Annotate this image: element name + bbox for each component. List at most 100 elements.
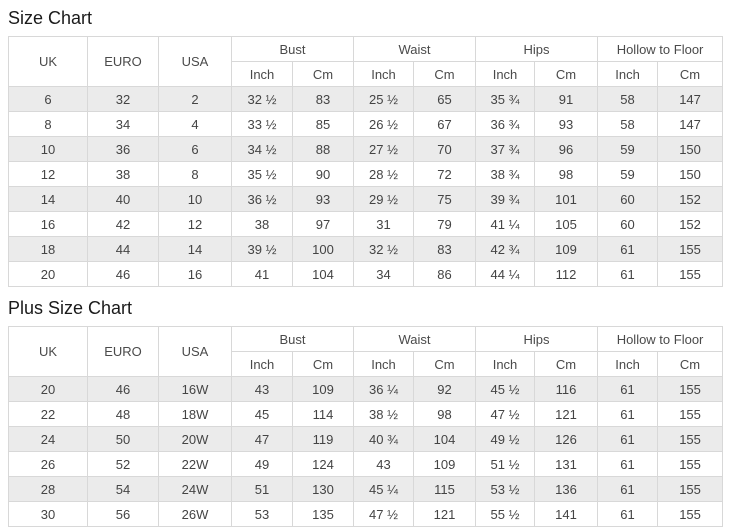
subheader-waist-cm: Cm xyxy=(413,351,477,377)
table-cell: 36 ¾ xyxy=(475,111,536,137)
table-header: UK EURO USA Bust Waist Hips Hollow to Fl… xyxy=(8,36,724,87)
table-cell: 152 xyxy=(657,186,724,212)
table-cell: 18 xyxy=(8,236,88,262)
table-cell: 12 xyxy=(158,211,232,237)
table-cell: 51 xyxy=(231,476,293,502)
table-cell: 8 xyxy=(8,111,88,137)
table-cell: 26 ½ xyxy=(353,111,415,137)
table-cell: 22 xyxy=(8,401,88,427)
table-cell: 51 ½ xyxy=(475,451,536,477)
subheader-hips-inch: Inch xyxy=(475,61,536,87)
table-cell: 44 xyxy=(87,236,159,262)
size-chart-table: UK EURO USA Bust Waist Hips Hollow to Fl… xyxy=(8,36,724,287)
table-row: 14 40 10 36 ½ 93 29 ½ 75 39 ¾ 101 60 152 xyxy=(8,186,724,212)
table-cell: 136 xyxy=(534,476,599,502)
table-cell: 91 xyxy=(534,86,599,112)
table-cell: 41 ¼ xyxy=(475,211,536,237)
table-cell: 141 xyxy=(534,501,599,527)
subheader-bust-cm: Cm xyxy=(291,351,355,377)
table-cell: 98 xyxy=(534,161,599,187)
table-row: 16 42 12 38 97 31 79 41 ¼ 105 60 152 xyxy=(8,211,724,237)
table-cell: 46 xyxy=(87,261,159,287)
table-cell: 37 ¾ xyxy=(475,136,536,162)
table-cell: 34 ½ xyxy=(231,136,293,162)
table-cell: 26W xyxy=(158,501,232,527)
table-cell: 90 xyxy=(291,161,355,187)
table-cell: 61 xyxy=(597,451,659,477)
table-cell: 22W xyxy=(158,451,232,477)
table-cell: 24 xyxy=(8,426,88,452)
table-cell: 12 xyxy=(8,161,88,187)
table-cell: 101 xyxy=(534,186,599,212)
subheader-waist-cm: Cm xyxy=(413,61,477,87)
table-cell: 124 xyxy=(291,451,355,477)
size-chart-title: Size Chart xyxy=(8,8,93,28)
table-cell: 42 xyxy=(87,211,159,237)
table-cell: 126 xyxy=(534,426,599,452)
table-row: 20 46 16W 43 109 36 ¼ 92 45 ½ 116 61 155 xyxy=(8,376,724,402)
subheader-waist-inch: Inch xyxy=(353,61,415,87)
table-cell: 98 xyxy=(413,401,477,427)
table-cell: 31 xyxy=(353,211,415,237)
table-cell: 109 xyxy=(291,376,355,402)
table-cell: 53 xyxy=(231,501,293,527)
table-cell: 121 xyxy=(413,501,477,527)
table-cell: 104 xyxy=(291,261,355,287)
plus-size-chart-table: UK EURO USA Bust Waist Hips Hollow to Fl… xyxy=(8,326,724,527)
table-cell: 58 xyxy=(597,111,659,137)
subheader-hips-cm: Cm xyxy=(534,61,599,87)
table-cell: 4 xyxy=(158,111,232,137)
subheader-waist-inch: Inch xyxy=(353,351,415,377)
col-header-waist: Waist xyxy=(353,326,477,352)
table-cell: 155 xyxy=(657,401,724,427)
table-cell: 60 xyxy=(597,211,659,237)
subheader-bust-inch: Inch xyxy=(231,351,293,377)
table-cell: 131 xyxy=(534,451,599,477)
table-cell: 20 xyxy=(8,261,88,287)
table-row: 24 50 20W 47 119 40 ¾ 104 49 ½ 126 61 155 xyxy=(8,426,724,452)
table-cell: 38 xyxy=(231,211,293,237)
table-cell: 61 xyxy=(597,426,659,452)
table-cell: 155 xyxy=(657,451,724,477)
table-cell: 155 xyxy=(657,426,724,452)
table-cell: 34 xyxy=(87,111,159,137)
col-header-hips: Hips xyxy=(475,326,599,352)
table-cell: 49 ½ xyxy=(475,426,536,452)
table-cell: 6 xyxy=(158,136,232,162)
table-cell: 49 xyxy=(231,451,293,477)
col-header-euro: EURO xyxy=(87,36,159,87)
subheader-hips-cm: Cm xyxy=(534,351,599,377)
col-header-usa: USA xyxy=(158,326,232,377)
header-group-row: UK EURO USA Bust Waist Hips Hollow to Fl… xyxy=(8,36,724,87)
table-row: 12 38 8 35 ½ 90 28 ½ 72 38 ¾ 98 59 150 xyxy=(8,161,724,187)
table-cell: 109 xyxy=(413,451,477,477)
table-cell: 72 xyxy=(413,161,477,187)
table-cell: 55 ½ xyxy=(475,501,536,527)
table-cell: 39 ½ xyxy=(231,236,293,262)
table-cell: 42 ¾ xyxy=(475,236,536,262)
table-cell: 16 xyxy=(8,211,88,237)
table-cell: 41 xyxy=(231,261,293,287)
table-cell: 36 ¼ xyxy=(353,376,415,402)
table-cell: 65 xyxy=(413,86,477,112)
table-cell: 40 ¾ xyxy=(353,426,415,452)
table-cell: 10 xyxy=(8,136,88,162)
col-header-bust: Bust xyxy=(230,36,355,62)
table-cell: 40 xyxy=(87,186,159,212)
table-cell: 34 xyxy=(353,261,415,287)
table-cell: 26 xyxy=(8,451,88,477)
table-cell: 14 xyxy=(158,236,232,262)
table-cell: 43 xyxy=(231,376,293,402)
table-cell: 38 ¾ xyxy=(475,161,536,187)
table-cell: 27 ½ xyxy=(353,136,415,162)
table-cell: 112 xyxy=(534,261,599,287)
table-cell: 35 ¾ xyxy=(475,86,536,112)
table-cell: 61 xyxy=(597,236,659,262)
table-cell: 61 xyxy=(597,501,659,527)
table-cell: 53 ½ xyxy=(475,476,536,502)
table-cell: 32 ½ xyxy=(353,236,415,262)
subheader-hollow-inch: Inch xyxy=(597,61,659,87)
table-cell: 47 ½ xyxy=(475,401,536,427)
table-cell: 105 xyxy=(534,211,599,237)
